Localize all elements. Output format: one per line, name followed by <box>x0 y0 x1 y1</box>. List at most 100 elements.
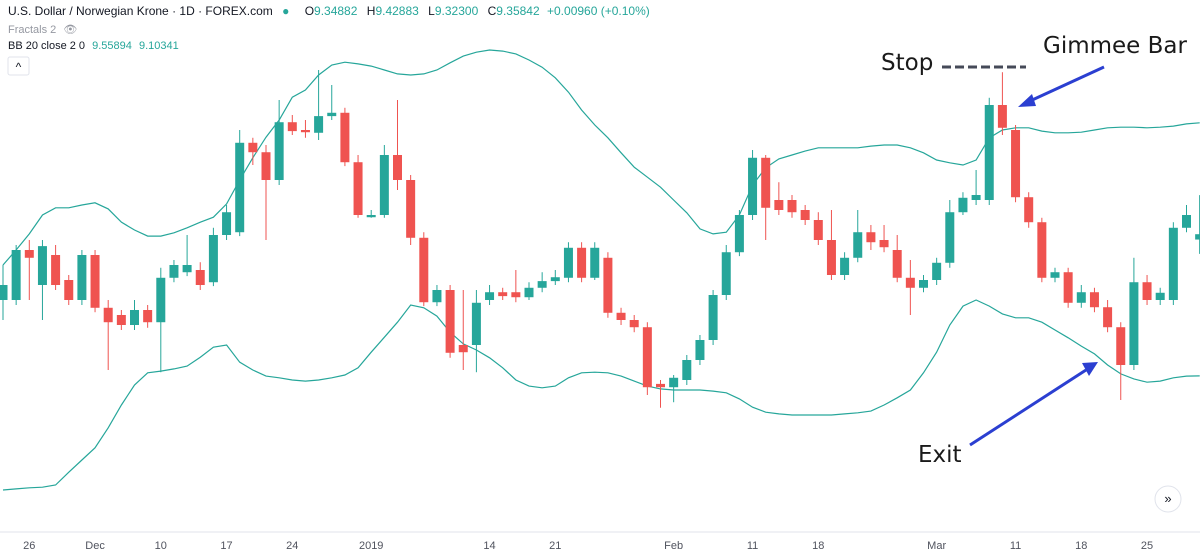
candle-body <box>787 200 797 213</box>
candle-body <box>1063 272 1073 303</box>
ohlc-key: L <box>428 4 435 18</box>
candle-body <box>1037 222 1047 278</box>
x-tick-label: 21 <box>549 540 561 552</box>
band-line <box>2 299 1200 491</box>
candle-body <box>340 112 350 163</box>
candle-body <box>182 265 192 273</box>
candle-body <box>1103 307 1113 328</box>
candle-body <box>721 252 731 295</box>
symbol: U.S. Dollar / Norwegian Krone · 1D · FOR… <box>8 4 273 18</box>
candle-body <box>971 195 981 200</box>
candle-body <box>1024 197 1034 223</box>
candle-body <box>64 280 74 300</box>
x-tick-label: 11 <box>747 540 758 552</box>
candle-body <box>458 345 468 353</box>
bb-value: 9.10341 <box>138 40 179 52</box>
x-tick-label: 14 <box>483 540 495 552</box>
candle-body <box>432 290 442 303</box>
candle-body <box>1155 292 1165 300</box>
annotation: Stop <box>881 50 933 76</box>
x-tick-label: 25 <box>1141 540 1153 552</box>
candle-body <box>984 105 994 200</box>
candle-body <box>248 142 258 153</box>
candle-body <box>51 255 61 285</box>
x-tick-label: Mar <box>927 540 946 552</box>
candle-body <box>11 250 21 300</box>
candle-body <box>800 210 810 220</box>
scroll-button[interactable]: » <box>1154 485 1182 513</box>
x-tick-label: 2019 <box>359 540 383 552</box>
collapse-button[interactable]: ^ <box>7 56 30 76</box>
candle-body <box>1011 130 1021 198</box>
x-tick-label: 18 <box>812 540 824 552</box>
candle-body <box>1195 234 1200 240</box>
candle-body <box>1050 272 1060 278</box>
ohlc-key: C <box>487 4 497 18</box>
candle-body <box>1116 327 1126 365</box>
candle-body <box>853 232 863 258</box>
candle-body <box>300 130 310 133</box>
candle-body <box>353 162 363 215</box>
candle-body <box>366 215 376 218</box>
candle-body <box>879 240 889 248</box>
svg-text:^: ^ <box>16 60 22 74</box>
candle-body <box>37 246 47 285</box>
candle-body <box>563 247 573 278</box>
candle-body <box>143 310 153 323</box>
candle-body <box>235 142 245 233</box>
candle-body <box>682 360 692 380</box>
ohlc-key: H <box>366 4 376 18</box>
bb-value: 9.55894 <box>92 40 132 52</box>
candle-body <box>826 240 836 275</box>
candle-body <box>734 215 744 253</box>
candle-body <box>905 277 915 288</box>
bb-legend: BB 20 close 2 0 9.55894 9.10341 <box>8 40 179 52</box>
candle-body <box>208 235 218 283</box>
candle-body <box>642 327 652 388</box>
arrow <box>969 362 1098 447</box>
change: +0.00960 (+0.10%) <box>547 4 650 18</box>
candle-body <box>195 270 205 285</box>
arrow <box>1018 65 1105 107</box>
candle-body <box>445 290 455 353</box>
candle-body <box>748 157 758 215</box>
band-line <box>2 49 1200 266</box>
candle-body <box>222 212 232 235</box>
candle-body <box>840 257 850 275</box>
ohlc-value: 9.32300 <box>434 4 479 18</box>
candle-body <box>287 122 297 132</box>
candle-body <box>261 152 271 180</box>
candle-body <box>945 212 955 263</box>
candle-body <box>471 302 481 345</box>
candle-body <box>892 250 902 278</box>
x-tick-label: Dec <box>85 540 105 552</box>
candle-body <box>1168 227 1178 300</box>
candle-body <box>393 155 402 180</box>
candle-body <box>590 247 600 278</box>
candle-body <box>537 281 547 288</box>
x-tick-label: 18 <box>1075 540 1087 552</box>
candle-body <box>90 255 100 308</box>
candle-body <box>866 232 876 243</box>
candle-body <box>498 292 508 297</box>
x-tick-label: 17 <box>220 540 232 552</box>
candle-body <box>327 112 337 117</box>
x-tick-label: 10 <box>155 540 167 552</box>
candle-body <box>1076 292 1086 303</box>
plot <box>0 49 1200 491</box>
x-tick-label: 24 <box>286 540 298 552</box>
candle-body <box>379 155 389 215</box>
ohlc-value: 9.35842 <box>496 4 540 18</box>
candle-body <box>813 220 823 240</box>
x-tick-label: 11 <box>1010 540 1021 552</box>
candle-body <box>919 280 928 288</box>
candle-body <box>1129 282 1139 365</box>
candle-body <box>130 310 139 325</box>
candle-body <box>669 377 679 388</box>
candle-body <box>77 255 87 300</box>
candle-body <box>524 287 534 298</box>
candle-body <box>274 122 284 180</box>
x-tick-label: 26 <box>23 540 35 552</box>
